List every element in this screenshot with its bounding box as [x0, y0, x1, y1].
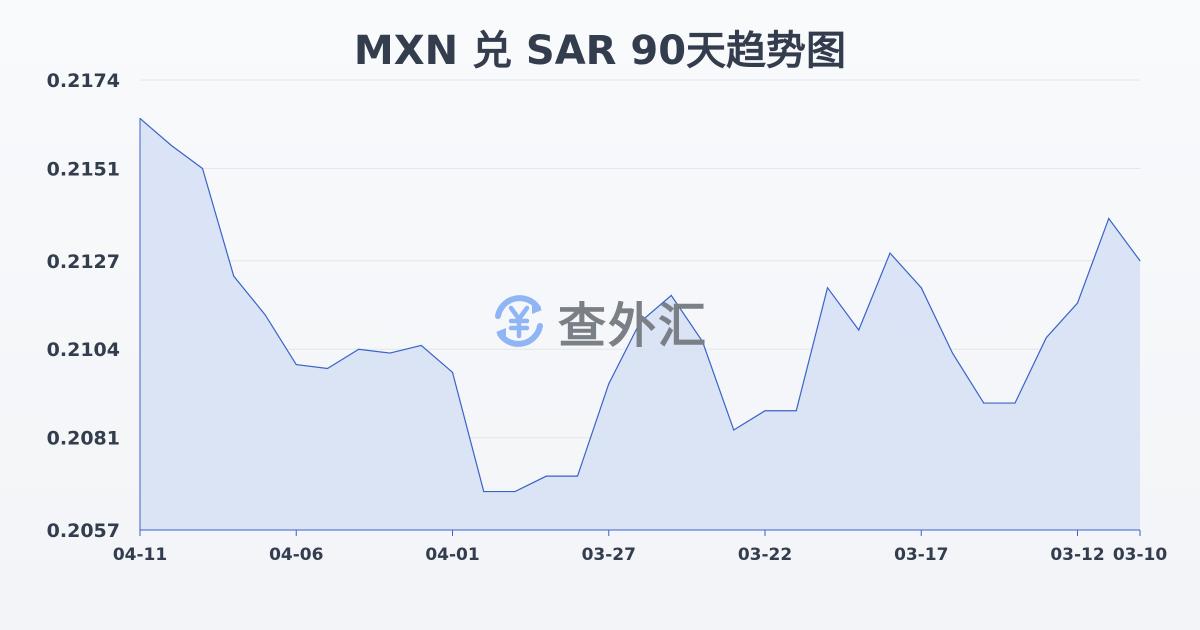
watermark-text: 查外汇: [558, 298, 709, 354]
data-point: [170, 144, 172, 146]
x-tick-label: 04-01: [425, 545, 479, 565]
data-point: [920, 287, 922, 289]
data-point: [264, 314, 266, 316]
x-tick-label: 04-11: [113, 545, 167, 565]
data-point: [608, 383, 610, 385]
x-tick-label: 03-17: [894, 545, 948, 565]
y-tick-label: 0.2151: [47, 158, 120, 180]
data-point: [295, 364, 297, 366]
data-point: [1077, 302, 1078, 304]
data-point: [1108, 217, 1110, 219]
data-point: [670, 294, 672, 296]
y-tick-label: 0.2081: [47, 428, 120, 450]
data-point: [452, 371, 453, 373]
data-point: [545, 475, 547, 477]
x-tick-label: 04-06: [269, 545, 323, 565]
data-point: [1045, 337, 1047, 339]
x-tick-label: 03-22: [738, 545, 792, 565]
area-fill: [140, 118, 1140, 530]
data-point: [827, 287, 828, 289]
data-point: [795, 410, 797, 412]
data-point: [983, 402, 985, 404]
data-point: [202, 167, 203, 169]
data-point: [420, 344, 422, 346]
y-tick-label: 0.2057: [47, 520, 120, 542]
x-tick-label: 03-12: [1050, 545, 1104, 565]
data-point: [639, 321, 641, 323]
x-tick-label: 03-10: [1113, 545, 1168, 565]
data-point: [483, 491, 485, 493]
data-point: [889, 252, 891, 254]
watermark: 查外汇: [488, 286, 708, 356]
data-point: [858, 329, 860, 331]
data-point: [514, 491, 516, 493]
data-point: [327, 367, 328, 369]
data-point: [1014, 402, 1016, 404]
y-tick-label: 0.2174: [47, 70, 120, 92]
data-point: [733, 429, 735, 431]
x-tick-label: 03-27: [582, 545, 636, 565]
y-tick-label: 0.2127: [47, 251, 120, 273]
chart-title: MXN 兑 SAR 90天趋势图: [353, 28, 847, 74]
data-point: [702, 341, 703, 343]
data-point: [233, 275, 235, 277]
data-point: [577, 475, 578, 477]
data-point: [1139, 260, 1141, 262]
y-tick-label: 0.2104: [47, 339, 120, 361]
data-point: [389, 352, 391, 354]
data-point: [952, 352, 953, 354]
yen-exchange-icon: [495, 295, 543, 347]
data-point: [764, 410, 766, 412]
data-point: [358, 348, 360, 350]
